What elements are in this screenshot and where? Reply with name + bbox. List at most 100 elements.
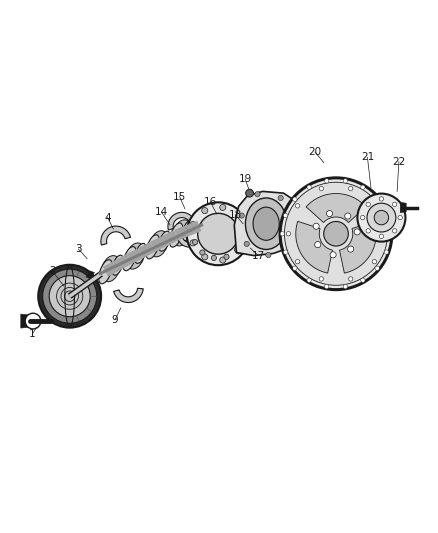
Polygon shape <box>400 203 406 213</box>
Circle shape <box>348 246 354 252</box>
Text: 2: 2 <box>49 266 56 276</box>
Wedge shape <box>339 221 376 273</box>
Circle shape <box>375 266 379 270</box>
Circle shape <box>388 231 392 236</box>
Circle shape <box>330 252 336 258</box>
Circle shape <box>357 193 406 241</box>
Ellipse shape <box>159 231 170 251</box>
Circle shape <box>379 234 384 238</box>
Circle shape <box>384 250 389 254</box>
Circle shape <box>343 285 347 289</box>
Circle shape <box>286 237 291 242</box>
Circle shape <box>319 187 324 191</box>
Circle shape <box>38 265 101 328</box>
Circle shape <box>360 185 365 189</box>
Polygon shape <box>21 314 29 328</box>
Text: 20: 20 <box>308 147 321 157</box>
Circle shape <box>25 313 41 329</box>
Ellipse shape <box>112 255 124 275</box>
Circle shape <box>372 260 377 264</box>
Circle shape <box>366 202 371 207</box>
Text: 15: 15 <box>173 192 186 201</box>
Circle shape <box>202 254 208 260</box>
Circle shape <box>392 202 397 207</box>
Circle shape <box>374 211 389 225</box>
Circle shape <box>192 239 198 245</box>
Polygon shape <box>168 212 195 230</box>
Ellipse shape <box>101 256 120 282</box>
Polygon shape <box>101 226 131 245</box>
Ellipse shape <box>193 214 206 238</box>
Text: 18: 18 <box>229 210 242 220</box>
Circle shape <box>360 278 365 282</box>
Circle shape <box>314 241 321 248</box>
Circle shape <box>360 215 365 220</box>
Circle shape <box>49 276 90 317</box>
Polygon shape <box>234 191 300 256</box>
Text: 19: 19 <box>239 174 252 184</box>
Circle shape <box>236 214 242 220</box>
Ellipse shape <box>149 231 168 257</box>
Circle shape <box>244 241 249 247</box>
Circle shape <box>220 204 226 211</box>
Polygon shape <box>86 271 95 279</box>
Ellipse shape <box>123 247 136 271</box>
Circle shape <box>319 277 324 281</box>
Circle shape <box>326 211 332 216</box>
Circle shape <box>307 185 311 189</box>
Circle shape <box>289 221 294 227</box>
Circle shape <box>313 223 319 229</box>
Circle shape <box>372 204 377 208</box>
Wedge shape <box>296 221 332 273</box>
Text: 14: 14 <box>155 207 168 217</box>
Ellipse shape <box>146 235 159 259</box>
Circle shape <box>200 250 205 255</box>
Circle shape <box>384 213 389 217</box>
Ellipse shape <box>170 223 183 247</box>
Polygon shape <box>177 236 201 247</box>
Circle shape <box>375 197 379 201</box>
Circle shape <box>283 250 288 254</box>
Text: 17: 17 <box>252 251 265 261</box>
Ellipse shape <box>134 244 146 263</box>
Circle shape <box>324 221 348 246</box>
Circle shape <box>345 213 351 219</box>
Circle shape <box>239 213 244 218</box>
Ellipse shape <box>245 198 287 249</box>
Circle shape <box>295 204 300 208</box>
Circle shape <box>354 229 360 235</box>
Circle shape <box>187 203 250 265</box>
Circle shape <box>202 207 208 214</box>
Circle shape <box>190 240 196 246</box>
Circle shape <box>307 278 311 282</box>
Circle shape <box>280 178 392 289</box>
Circle shape <box>190 222 196 228</box>
Circle shape <box>367 203 396 232</box>
Circle shape <box>379 197 384 201</box>
Circle shape <box>224 254 229 260</box>
Circle shape <box>381 231 386 236</box>
Circle shape <box>280 231 285 236</box>
Polygon shape <box>113 288 143 303</box>
Circle shape <box>42 269 97 323</box>
Circle shape <box>211 255 216 261</box>
Circle shape <box>242 231 248 237</box>
Circle shape <box>349 277 353 281</box>
Circle shape <box>283 213 288 217</box>
Text: 4: 4 <box>104 213 111 223</box>
Circle shape <box>220 257 226 263</box>
Circle shape <box>343 179 347 183</box>
Ellipse shape <box>182 221 193 241</box>
Circle shape <box>392 229 397 233</box>
Circle shape <box>325 285 329 289</box>
Circle shape <box>366 229 371 233</box>
Ellipse shape <box>173 220 191 246</box>
Text: 1: 1 <box>29 329 35 339</box>
Circle shape <box>286 231 291 236</box>
Circle shape <box>349 187 353 191</box>
Circle shape <box>266 253 271 257</box>
Circle shape <box>246 189 254 197</box>
Circle shape <box>255 191 260 197</box>
Circle shape <box>398 215 403 220</box>
Text: 22: 22 <box>392 157 406 167</box>
